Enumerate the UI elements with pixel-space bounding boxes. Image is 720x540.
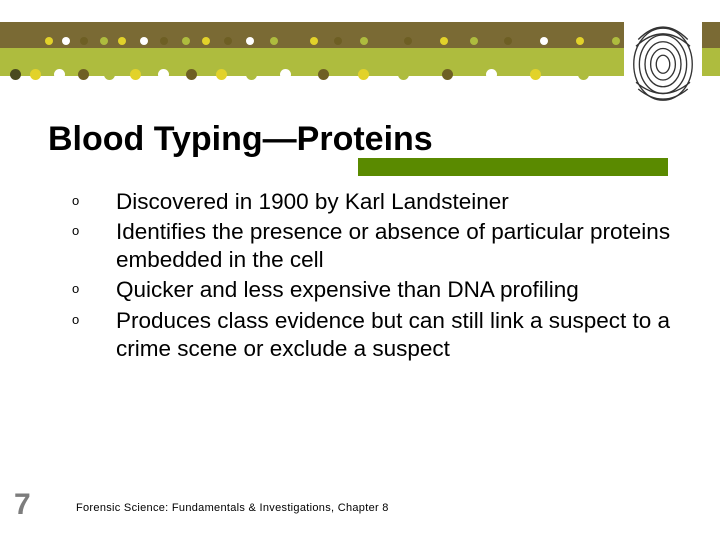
decor-dot (318, 69, 329, 80)
decor-dot (160, 37, 168, 45)
decor-dot (578, 69, 589, 80)
decor-dot (202, 37, 210, 45)
decor-dot (216, 69, 227, 80)
decor-dot (530, 69, 541, 80)
bullet-marker: o (72, 188, 116, 208)
decor-dot (486, 69, 497, 80)
decor-dot (224, 37, 232, 45)
decor-dots-bottom (0, 69, 720, 83)
decor-dot (280, 69, 291, 80)
decor-dot (246, 69, 257, 80)
decor-dot (118, 37, 126, 45)
bullet-item: oIdentifies the presence or absence of p… (72, 218, 680, 274)
slide-number: 7 (14, 488, 31, 522)
decor-dot (100, 37, 108, 45)
decor-dot (398, 69, 409, 80)
decor-dot (246, 37, 254, 45)
decor-dot (404, 37, 412, 45)
decor-dot (270, 37, 278, 45)
decor-dot (62, 37, 70, 45)
bullet-marker: o (72, 218, 116, 238)
decor-dot (158, 69, 169, 80)
slide: Blood Typing—Proteins oDiscovered in 190… (0, 0, 720, 540)
decor-dot (10, 69, 21, 80)
title-accent-bar (358, 158, 668, 176)
decor-dot (576, 37, 584, 45)
decor-dot (360, 37, 368, 45)
decor-dot (182, 37, 190, 45)
decor-dot (78, 69, 89, 80)
decor-dot (540, 37, 548, 45)
bullet-list: oDiscovered in 1900 by Karl Landsteinero… (72, 188, 680, 365)
decor-dot (612, 37, 620, 45)
fingerprint-icon (624, 14, 702, 110)
decor-dot (130, 69, 141, 80)
bullet-marker: o (72, 276, 116, 296)
decor-dot (80, 37, 88, 45)
bullet-text: Discovered in 1900 by Karl Landsteiner (116, 188, 680, 216)
decor-dots-top (0, 37, 720, 47)
decor-dot (358, 69, 369, 80)
header-band (0, 22, 720, 76)
decor-dot (104, 69, 115, 80)
bullet-marker: o (72, 307, 116, 327)
bullet-item: oDiscovered in 1900 by Karl Landsteiner (72, 188, 680, 216)
decor-dot (45, 37, 53, 45)
decor-dot (186, 69, 197, 80)
decor-dot (310, 37, 318, 45)
bullet-item: oProduces class evidence but can still l… (72, 307, 680, 363)
bullet-text: Produces class evidence but can still li… (116, 307, 680, 363)
slide-title: Blood Typing—Proteins (48, 120, 680, 159)
decor-dot (334, 37, 342, 45)
bullet-item: oQuicker and less expensive than DNA pro… (72, 276, 680, 304)
bullet-text: Identifies the presence or absence of pa… (116, 218, 680, 274)
decor-dot (442, 69, 453, 80)
decor-dot (440, 37, 448, 45)
decor-dot (504, 37, 512, 45)
bullet-text: Quicker and less expensive than DNA prof… (116, 276, 680, 304)
footer-text: Forensic Science: Fundamentals & Investi… (76, 502, 389, 514)
decor-dot (54, 69, 65, 80)
decor-dot (470, 37, 478, 45)
decor-dot (30, 69, 41, 80)
decor-dot (140, 37, 148, 45)
